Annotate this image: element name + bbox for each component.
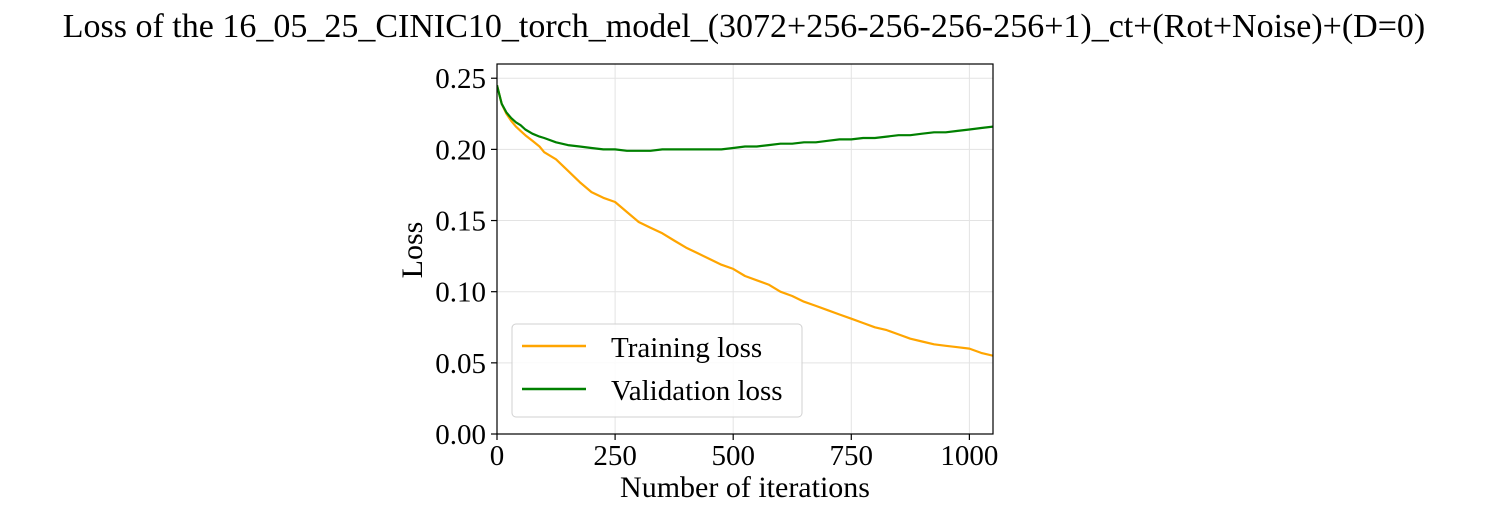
legend-label-validation: Validation loss [611, 375, 783, 407]
x-tick-label: 0 [490, 440, 505, 472]
y-tick-label: 0.20 [435, 134, 486, 166]
x-tick-label: 750 [830, 440, 874, 472]
y-tick-label: 0.10 [435, 277, 486, 309]
y-tick-label: 0.25 [435, 63, 486, 95]
y-tick-label: 0.05 [435, 348, 486, 380]
legend-label-training: Training loss [611, 332, 762, 364]
plot-frame [496, 63, 994, 435]
series-line-training [497, 85, 993, 357]
x-axis-ticks: 0 250 500 750 1000 [490, 434, 998, 472]
x-tick-label: 1000 [940, 440, 998, 472]
y-axis-ticks: 0.00 0.05 0.10 0.15 0.20 0.25 [435, 63, 497, 451]
y-tick-label: 0.15 [435, 206, 486, 238]
y-tick-label: 0.00 [435, 419, 486, 451]
y-axis-label: Loss [396, 222, 429, 279]
legend: Training loss Validation loss [511, 323, 803, 418]
series-group [497, 85, 993, 357]
x-tick-label: 250 [593, 440, 637, 472]
chart-title: Loss of the 16_05_25_CINIC10_torch_model… [63, 8, 1425, 45]
x-tick-label: 500 [711, 440, 755, 472]
series-line-validation [497, 85, 993, 152]
x-axis-label: Number of iterations [620, 471, 870, 504]
